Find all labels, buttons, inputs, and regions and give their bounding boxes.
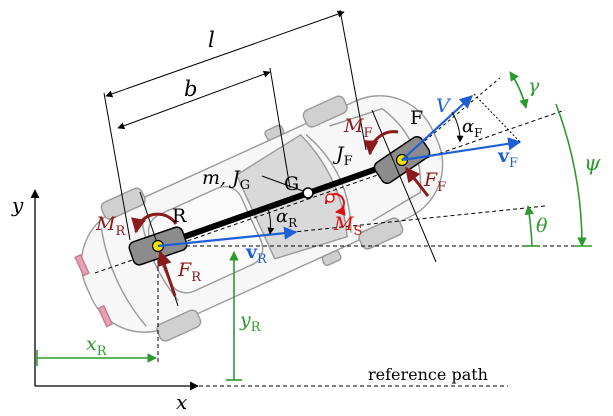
rear-force-label: FR [177, 259, 202, 285]
axle-line [157, 157, 403, 249]
front-label: F [410, 107, 423, 129]
xR-label: xR [86, 333, 108, 359]
rear-lateral-force [157, 250, 177, 297]
rear-slip-label: αR [276, 206, 298, 230]
y-axis-label: y [11, 193, 24, 217]
cog-node [302, 187, 314, 199]
rear-slip-arc [267, 207, 275, 235]
yR-label: yR [239, 309, 262, 335]
psi-arc [555, 103, 587, 247]
steer-joint [325, 193, 335, 203]
speed-guide-dotted [473, 93, 521, 143]
mass-inertia-label: m, JG [202, 167, 250, 193]
heading-centerline [94, 109, 566, 274]
front-slip-arc [451, 111, 464, 143]
rear-label: R [172, 205, 187, 227]
theta-arc [524, 205, 535, 247]
front-velocity-label: vF [497, 145, 518, 171]
dimension-l-label: l [208, 28, 215, 52]
theta-label: θ [536, 215, 548, 237]
front-moment-label: MF [343, 115, 373, 141]
steer-moment-label: MS [333, 213, 362, 239]
dimension-b-label: b [184, 77, 197, 101]
rear-moment-arc [131, 212, 178, 234]
cog-label: G [284, 173, 299, 195]
rear-moment-label: MR [95, 213, 126, 239]
car-illustration [74, 95, 444, 342]
gamma-arc [509, 71, 529, 109]
x-axis-label: x [176, 390, 187, 414]
front-inertia-label: JF [332, 143, 353, 169]
front-force-label: FF [423, 169, 446, 195]
front-velocity-vector [401, 137, 522, 162]
dimension-b [117, 67, 291, 189]
speed-label: V [436, 95, 452, 117]
rear-velocity-label: vR [245, 241, 268, 267]
gamma-label: γ [528, 75, 540, 97]
cog-leader [261, 175, 304, 192]
psi-label: ψ [584, 151, 601, 175]
front-moment-arc [363, 130, 399, 156]
reference-path-label: reference path [368, 365, 488, 384]
speed-vector [401, 95, 473, 161]
front-slip-label: αF [462, 116, 482, 140]
front-lateral-force [404, 166, 430, 197]
